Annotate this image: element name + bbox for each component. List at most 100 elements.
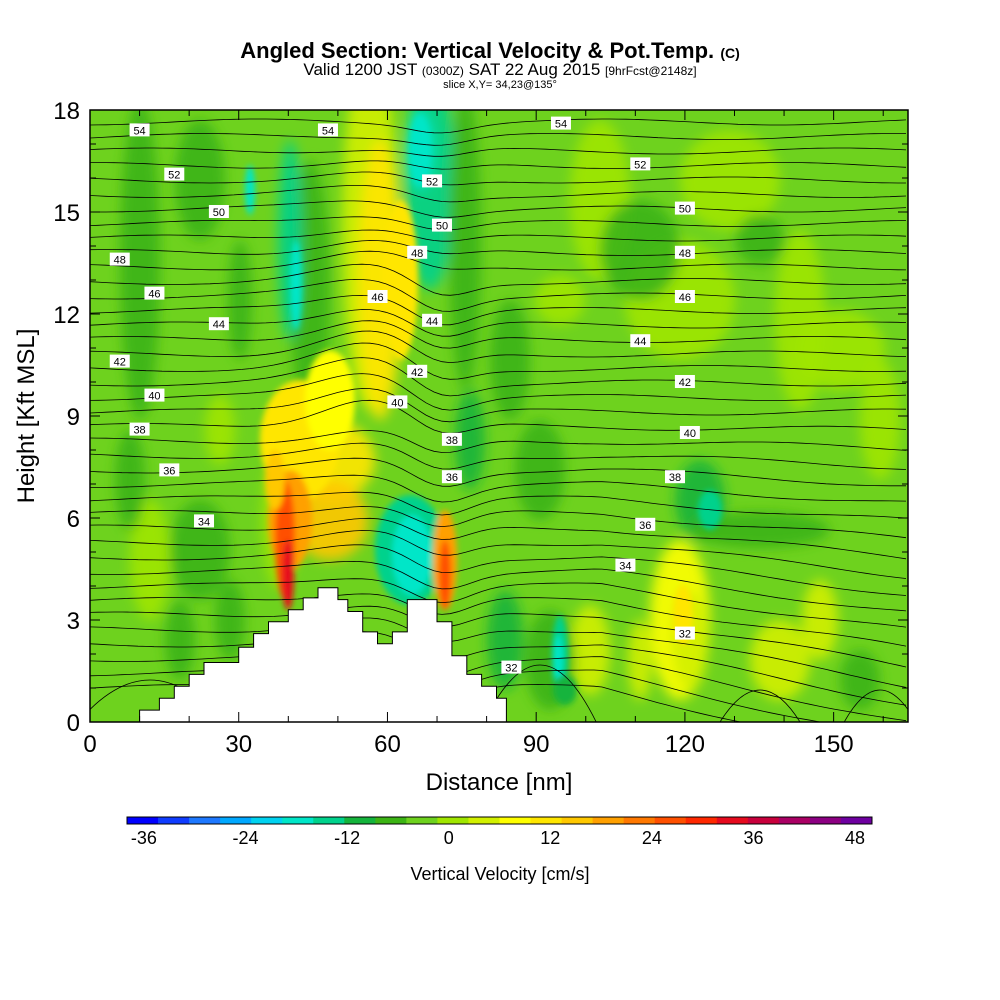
isentrope xyxy=(90,474,907,503)
colorbar-swatch xyxy=(623,817,656,824)
contour-label-text: 44 xyxy=(426,316,438,328)
isentrope xyxy=(90,442,907,470)
contour-label: 42 xyxy=(674,375,695,389)
colorbar-tick-label: 12 xyxy=(540,828,560,848)
colorbar-title: Vertical Velocity [cm/s] xyxy=(410,864,589,884)
contour-label-box xyxy=(431,218,452,232)
y-tick-label: 18 xyxy=(53,98,80,125)
contour-label-text: 50 xyxy=(679,204,691,216)
contour-label-box xyxy=(501,660,522,674)
field-blob xyxy=(115,430,145,530)
isentrope xyxy=(90,263,907,296)
slice-label: slice X,Y= 34,23@135° xyxy=(443,79,557,91)
colorbar-tick-label: 36 xyxy=(743,828,763,848)
contour-label-box xyxy=(208,317,229,331)
contour-label-text: 46 xyxy=(371,292,383,304)
contour-label-box xyxy=(387,395,408,409)
contour-label-text: 54 xyxy=(133,125,145,137)
colorbar-swatch xyxy=(530,817,563,824)
x-axis-title: Distance [nm] xyxy=(426,769,573,796)
contour-label: 40 xyxy=(144,388,165,403)
field-blob xyxy=(570,605,610,695)
contour-label-text: 48 xyxy=(411,248,423,260)
isentrope xyxy=(90,184,907,203)
contour-label-text: 44 xyxy=(634,336,646,348)
isentrope xyxy=(90,399,907,434)
contour-label: 50 xyxy=(431,218,452,233)
field-blob xyxy=(490,300,530,420)
contour-label: 52 xyxy=(422,174,443,188)
colorbar-tick-labels: -36 -24 -12 0 12 24 36 48 xyxy=(131,828,865,848)
contour-label-text: 46 xyxy=(148,289,160,301)
contour-label-text: 36 xyxy=(163,465,175,477)
contour-label-text: 40 xyxy=(684,428,696,440)
colorbar-tick-label: -12 xyxy=(334,828,360,848)
isentrope xyxy=(90,560,907,612)
colorbar-swatch xyxy=(375,817,407,824)
contour-label-box xyxy=(407,364,428,378)
y-tick-label: 6 xyxy=(67,506,80,533)
colorbar-tick-label: 24 xyxy=(642,828,662,848)
colorbar-tick-label: 0 xyxy=(444,828,454,848)
isentrope xyxy=(90,605,907,668)
chart-title: Angled Section: Vertical Velocity & Pot.… xyxy=(240,38,740,63)
field-blob xyxy=(439,540,451,610)
vertical-velocity-field xyxy=(90,110,908,722)
contour-label-text: 42 xyxy=(114,357,126,369)
contour-label: 44 xyxy=(208,317,229,331)
contour-label-box xyxy=(159,463,180,477)
contour-label: 32 xyxy=(674,626,695,641)
contour-label: 46 xyxy=(144,286,165,301)
colorbar-swatch xyxy=(809,817,842,824)
contour-label: 36 xyxy=(159,463,180,477)
y-tick-label: 12 xyxy=(53,302,80,329)
contour-label: 40 xyxy=(387,395,408,409)
colorbar-swatch xyxy=(747,817,780,824)
contour-label: 42 xyxy=(407,364,428,379)
isentrope xyxy=(90,171,906,186)
chart-title-unit: (C) xyxy=(720,45,739,61)
contour-label-box xyxy=(194,514,215,528)
contour-label: 40 xyxy=(679,426,700,440)
contour-label-box xyxy=(317,123,338,137)
contour-label-text: 50 xyxy=(436,221,448,233)
contour-label-box xyxy=(422,174,443,188)
isentrope xyxy=(90,517,907,560)
x-tick-label: 150 xyxy=(814,731,854,758)
contour-label-text: 34 xyxy=(198,516,210,528)
field-blob xyxy=(305,350,355,450)
colorbar-swatch xyxy=(158,817,190,824)
contour-label-box xyxy=(164,167,185,181)
field-blob xyxy=(170,500,230,600)
contour-label-text: 38 xyxy=(669,472,681,484)
colorbar-swatch xyxy=(778,817,811,824)
colorbar-swatch xyxy=(344,817,376,824)
contour-label-text: 52 xyxy=(168,170,180,182)
colorbar-tick-label: -24 xyxy=(233,828,259,848)
colorbar-frame xyxy=(126,816,873,825)
field-blob xyxy=(392,515,432,595)
contour-label: 38 xyxy=(441,432,462,447)
contour-label-box xyxy=(367,290,388,303)
contour-label-text: 34 xyxy=(619,561,631,573)
contour-label-box xyxy=(550,116,571,130)
contour-label-box xyxy=(630,334,651,348)
contour-label: 48 xyxy=(407,245,428,260)
contour-label-text: 48 xyxy=(114,255,126,267)
isentrope xyxy=(90,491,907,519)
isentrope xyxy=(90,578,907,628)
field-blob xyxy=(860,360,900,480)
colorbar-swatch xyxy=(282,817,314,824)
contour-label-text: 54 xyxy=(322,125,334,137)
isentrope xyxy=(719,689,801,722)
colorbar-swatch xyxy=(220,817,252,824)
isentrope xyxy=(90,320,907,349)
contour-label-box xyxy=(674,245,695,259)
y-tick-labels: 0 3 6 9 12 15 18 xyxy=(53,98,80,737)
field-blob xyxy=(292,480,368,560)
isentrope xyxy=(90,330,907,364)
contour-label: 50 xyxy=(674,201,695,216)
field-blob xyxy=(535,275,585,325)
contour-label-text: 46 xyxy=(679,292,691,304)
chart-subtitle: Valid 1200 JST (0300Z) SAT 22 Aug 2015 [… xyxy=(303,60,696,79)
